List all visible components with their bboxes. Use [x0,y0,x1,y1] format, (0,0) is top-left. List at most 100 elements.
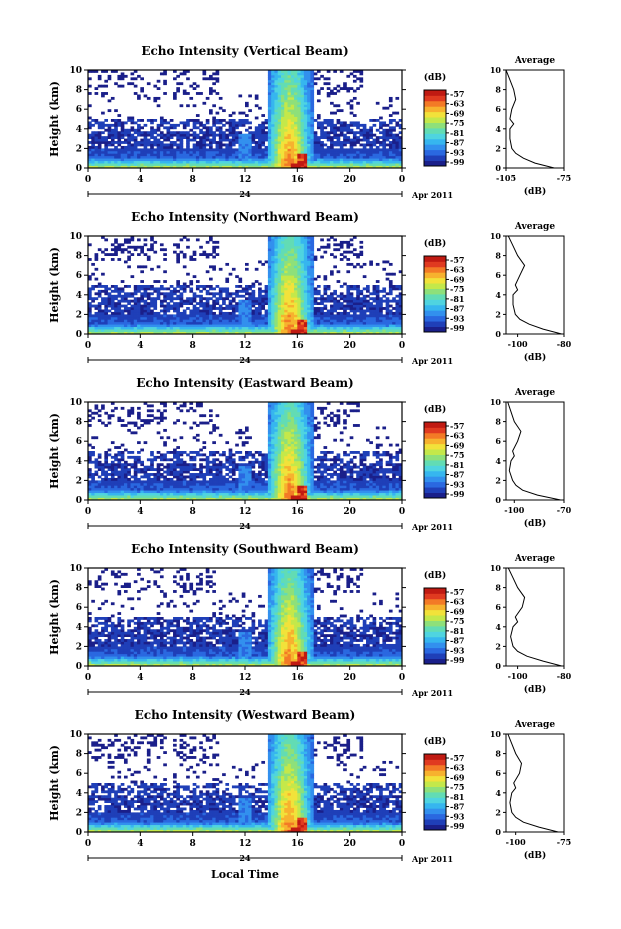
heatmap-cell [284,89,288,93]
heatmap-cell [88,287,92,291]
heatmap-cell [284,329,288,332]
heatmap-cell [88,121,92,125]
heatmap-cell [88,304,92,308]
heatmap-cell [310,163,315,166]
heatmap-cell [372,155,377,159]
heatmap-cell [388,329,393,332]
heatmap-cell [120,158,125,162]
heatmap-cell [222,123,226,127]
heatmap-cell [94,155,99,159]
heatmap-cell [267,148,272,152]
heatmap-cell [231,128,236,132]
heatmap-cells [88,402,403,501]
heatmap-cell [294,160,298,164]
heatmap-cell [307,262,311,266]
heatmap-cell [274,163,279,166]
heatmap-cell [297,329,301,332]
heatmap-cell [133,289,138,293]
heatmap-cell [248,304,252,308]
heatmap-cell [297,267,301,271]
heatmap-cell [274,148,279,152]
heatmap-cell [133,485,138,489]
heatmap-cell [251,297,256,301]
heatmap-cell [307,260,311,264]
heatmap-cell [297,155,301,159]
heatmap-cell [123,477,128,481]
heatmap-cell [225,163,230,166]
heatmap-cell [388,148,393,152]
heatmap-cell [222,133,226,137]
heatmap-cell [169,463,174,467]
heatmap-cell [385,326,390,330]
heatmap-cell [238,150,243,154]
heatmap-cell [300,148,305,152]
heatmap-cell [287,238,292,242]
heatmap-cell [320,141,324,144]
heatmap-cell [388,282,393,286]
heatmap-cell [284,294,288,298]
heatmap-cell [323,82,328,86]
day-label: 24 [239,189,251,199]
colorbar-segment [424,138,446,145]
heatmap-cell [114,136,118,139]
heatmap-cell [123,131,128,135]
heatmap-cell [104,304,109,308]
heatmap-cell [284,77,288,81]
heatmap-cell [300,114,305,117]
heatmap-cell [117,121,122,125]
heatmap-cell [97,155,102,159]
heatmap-cell [110,243,115,247]
heatmap-cell [110,96,115,100]
heatmap-cell [274,119,279,122]
heatmap-cell [150,145,154,149]
heatmap-cell [336,138,341,142]
average-y-tick-label: 6 [495,104,501,114]
heatmap-cell [310,265,315,269]
heatmap-cell [372,297,377,301]
heatmap-cell [362,299,367,303]
heatmap-cell [140,165,144,169]
heatmap-cell [274,326,279,330]
heatmap-cell [372,316,377,320]
heatmap-cell [251,292,256,296]
heatmap-cell [114,304,118,308]
heatmap-cell [212,138,216,142]
heatmap-cell [127,409,131,413]
heatmap-cell [88,302,92,305]
heatmap-cell [133,138,138,142]
heatmap-cell [248,143,252,147]
heatmap-cell [123,138,128,142]
heatmap-cell [339,126,344,130]
heatmap-cell [156,487,161,491]
heatmap-cell [280,114,285,117]
heatmap-cell [97,326,102,330]
heatmap-cell [117,485,122,489]
heatmap-cell [290,297,295,301]
heatmap-cell [251,321,256,325]
heatmap-cell [117,321,122,325]
colorbar-segment [424,90,446,96]
heatmap-cell [290,74,295,78]
heatmap-cell [254,319,259,323]
heatmap-cell [199,138,203,142]
heatmap-cell [156,451,161,454]
heatmap-cell [310,158,315,162]
heatmap-cell [280,265,285,269]
heatmap-cell [195,311,200,315]
heatmap-cell [284,262,288,266]
heatmap-cell [307,297,311,301]
heatmap-cell [114,285,118,288]
heatmap-cell [209,77,213,81]
heatmap-cell [366,329,370,332]
heatmap-cell [395,160,400,164]
heatmap-cell [143,497,148,501]
heatmap-cell [330,119,334,122]
heatmap-cell [114,321,118,325]
heatmap-cell [120,314,125,318]
heatmap-cell [320,145,324,149]
heatmap-cell [176,477,180,481]
heatmap-cell [277,131,282,135]
heatmap-cell [140,482,144,486]
heatmap-cell [104,299,109,303]
heatmap-cell [303,238,308,242]
